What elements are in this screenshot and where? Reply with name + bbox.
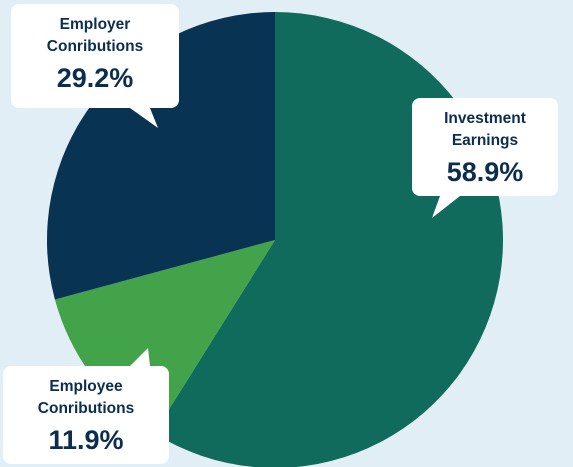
callout-pointer xyxy=(130,348,150,366)
slice-label-line: Conributions xyxy=(47,38,143,55)
callout-employee: Employee Conributions 11.9% xyxy=(3,348,169,464)
slice-label-line: Investment xyxy=(444,110,526,127)
slice-callouts: Investment Earnings 58.9% Employee Conributi… xyxy=(3,4,558,464)
callout-employer: Employer Conributions 29.2% xyxy=(11,4,179,128)
pie-slice-employer xyxy=(46,12,276,300)
callout-pointer xyxy=(130,108,158,128)
callout-pointer xyxy=(432,196,460,218)
slice-label-line: Conributions xyxy=(38,400,134,417)
slice-label-line: Employer xyxy=(60,16,131,33)
callout-investment: Investment Earnings 58.9% xyxy=(412,98,558,218)
slice-value-label: 58.9% xyxy=(447,157,524,187)
callout-box xyxy=(3,366,169,464)
callout-box xyxy=(11,4,179,108)
callout-box xyxy=(412,98,558,196)
slice-label-line: Earnings xyxy=(452,132,518,149)
slice-value-label: 29.2% xyxy=(57,63,134,93)
slice-value-label: 11.9% xyxy=(48,425,123,455)
slice-label-line: Employee xyxy=(49,378,123,395)
